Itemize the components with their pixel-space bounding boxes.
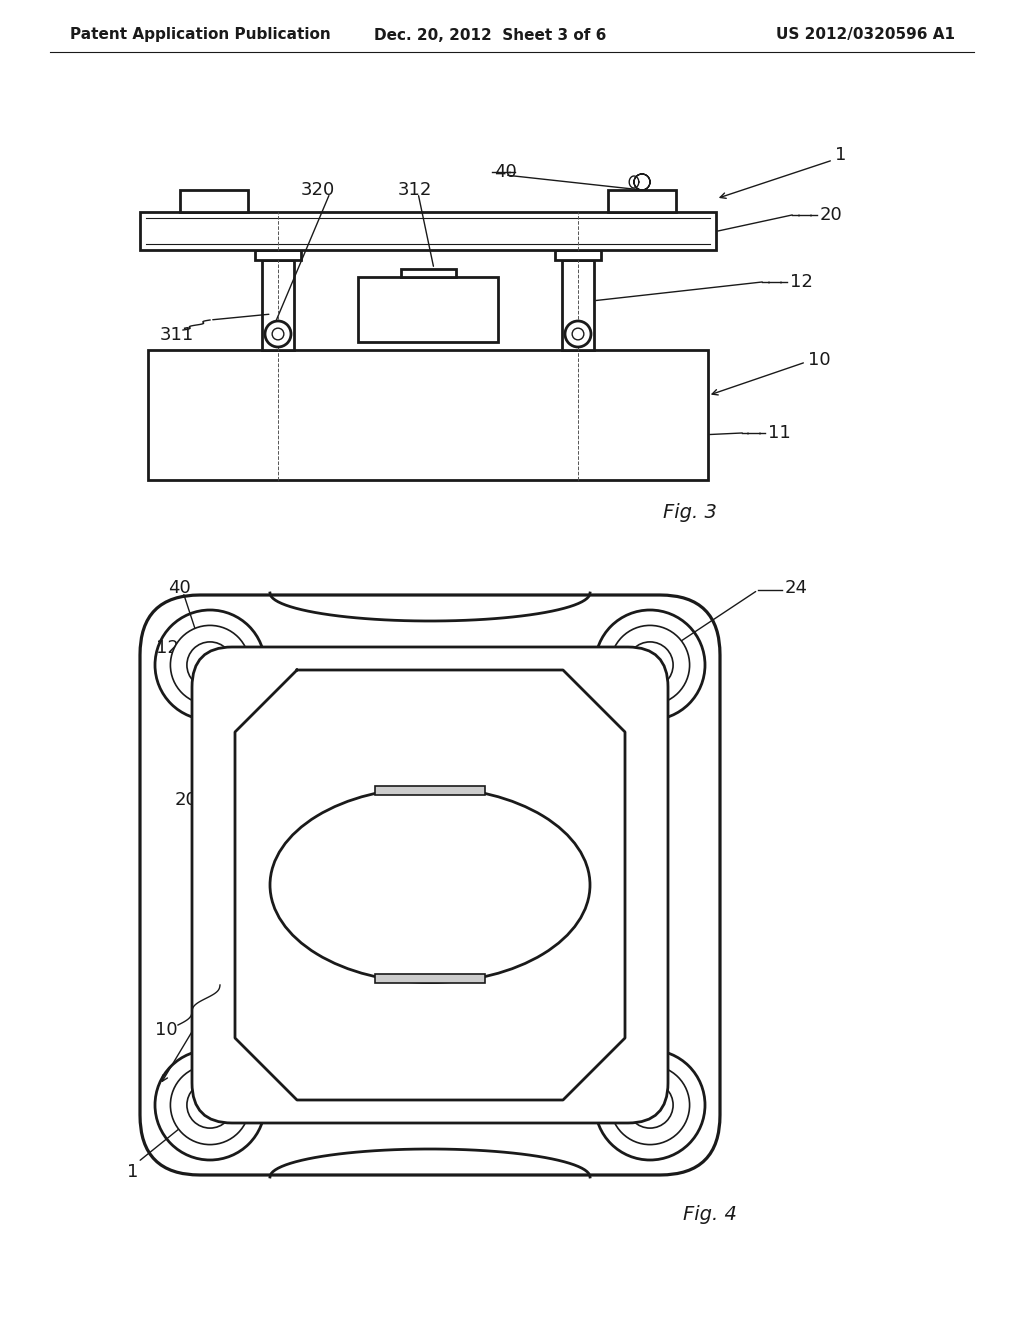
Bar xyxy=(608,190,676,213)
Circle shape xyxy=(572,329,584,339)
Bar xyxy=(148,350,708,480)
Text: Patent Application Publication: Patent Application Publication xyxy=(70,28,331,42)
Bar xyxy=(562,260,594,350)
Circle shape xyxy=(187,1082,233,1129)
Text: 1: 1 xyxy=(127,1163,138,1181)
Text: y: y xyxy=(496,913,506,932)
Text: 22: 22 xyxy=(195,896,218,913)
Text: 312: 312 xyxy=(397,181,432,199)
Text: Fig. 3: Fig. 3 xyxy=(664,503,717,521)
Bar xyxy=(180,190,248,213)
Circle shape xyxy=(610,626,689,705)
Circle shape xyxy=(595,1049,705,1160)
Text: US 2012/0320596 A1: US 2012/0320596 A1 xyxy=(776,28,955,42)
Circle shape xyxy=(265,321,291,347)
Text: 12: 12 xyxy=(790,273,813,290)
Text: 10: 10 xyxy=(155,1020,177,1039)
Circle shape xyxy=(272,329,284,339)
Text: 11: 11 xyxy=(768,424,791,442)
Ellipse shape xyxy=(270,788,590,982)
Text: 311: 311 xyxy=(160,326,195,345)
Bar xyxy=(555,249,601,260)
Text: x: x xyxy=(399,840,411,857)
Text: Fig. 4: Fig. 4 xyxy=(683,1205,737,1225)
Text: 20: 20 xyxy=(175,791,198,809)
Text: Dec. 20, 2012  Sheet 3 of 6: Dec. 20, 2012 Sheet 3 of 6 xyxy=(374,28,606,42)
Circle shape xyxy=(610,1065,689,1144)
Text: 12: 12 xyxy=(156,639,179,657)
Text: 10: 10 xyxy=(808,351,830,370)
Bar xyxy=(358,277,498,342)
Bar xyxy=(255,249,301,260)
Text: 24: 24 xyxy=(785,579,808,597)
Text: 20: 20 xyxy=(820,206,843,224)
Text: 40: 40 xyxy=(494,162,516,181)
Bar xyxy=(375,974,485,983)
Circle shape xyxy=(627,1082,673,1129)
Circle shape xyxy=(595,610,705,719)
Circle shape xyxy=(155,1049,265,1160)
Circle shape xyxy=(187,642,233,688)
Circle shape xyxy=(155,610,265,719)
Text: 40: 40 xyxy=(168,579,190,597)
Bar xyxy=(262,260,294,350)
Text: 1: 1 xyxy=(835,147,847,164)
Circle shape xyxy=(170,626,250,705)
FancyBboxPatch shape xyxy=(140,595,720,1175)
FancyBboxPatch shape xyxy=(193,647,668,1123)
Circle shape xyxy=(565,321,591,347)
Bar xyxy=(140,213,716,249)
Circle shape xyxy=(627,642,673,688)
Bar xyxy=(401,269,456,277)
Bar xyxy=(375,785,485,795)
Text: 320: 320 xyxy=(301,181,335,199)
Circle shape xyxy=(170,1065,250,1144)
